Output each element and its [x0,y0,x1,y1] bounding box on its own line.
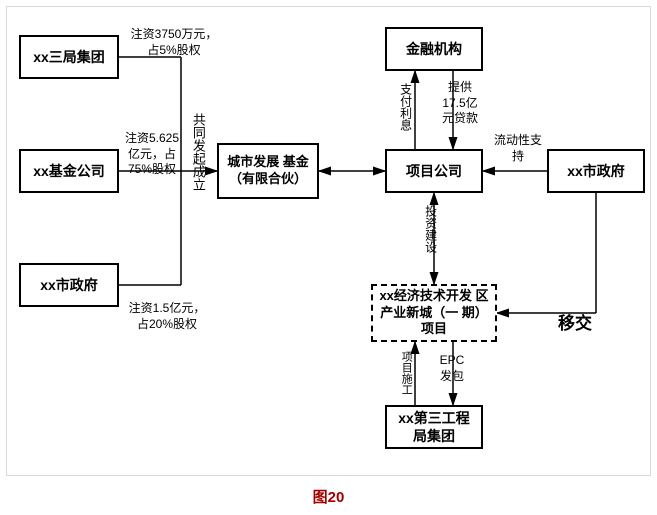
node-n6: 项目公司 [385,149,483,193]
node-n1: xx三局集团 [19,35,119,79]
node-n8: xx经济技术开发 区产业新城（一 期）项目 [371,284,497,342]
node-n3: xx市政府 [19,263,119,307]
label-l7: 流动性支持 [489,133,547,164]
node-n7: xx市政府 [547,149,645,193]
label-l3: 注资1.5亿元， 占20%股权 [119,301,215,332]
node-n4: 城市发展 基金 （有限合伙） [217,143,319,199]
label-l5: 支付利息 [397,83,413,131]
node-n2: xx基金公司 [19,149,119,193]
label-l6: 提供 17.5亿 元贷款 [437,80,483,127]
diagram-frame: xx三局集团 xx基金公司 xx市政府 城市发展 基金 （有限合伙） 金融机构项目公司 x… [6,6,651,476]
label-l4: 共同发起成立 [189,113,206,191]
label-l8: 投资建设 [422,205,438,253]
node-n5: 金融机构 [385,27,483,71]
label-l11: 移交 [550,313,600,335]
label-l1: 注资3750万元， 占5%股权 [119,27,229,58]
label-l10: EPC 发包 [437,353,467,384]
figure-caption: 图20 [0,486,657,507]
node-n9: xx第三工程 局集团 [385,405,483,449]
label-l9: 项目施工 [399,351,413,395]
label-l2: 注资5.625 亿元，占 75%股权 [121,131,183,178]
